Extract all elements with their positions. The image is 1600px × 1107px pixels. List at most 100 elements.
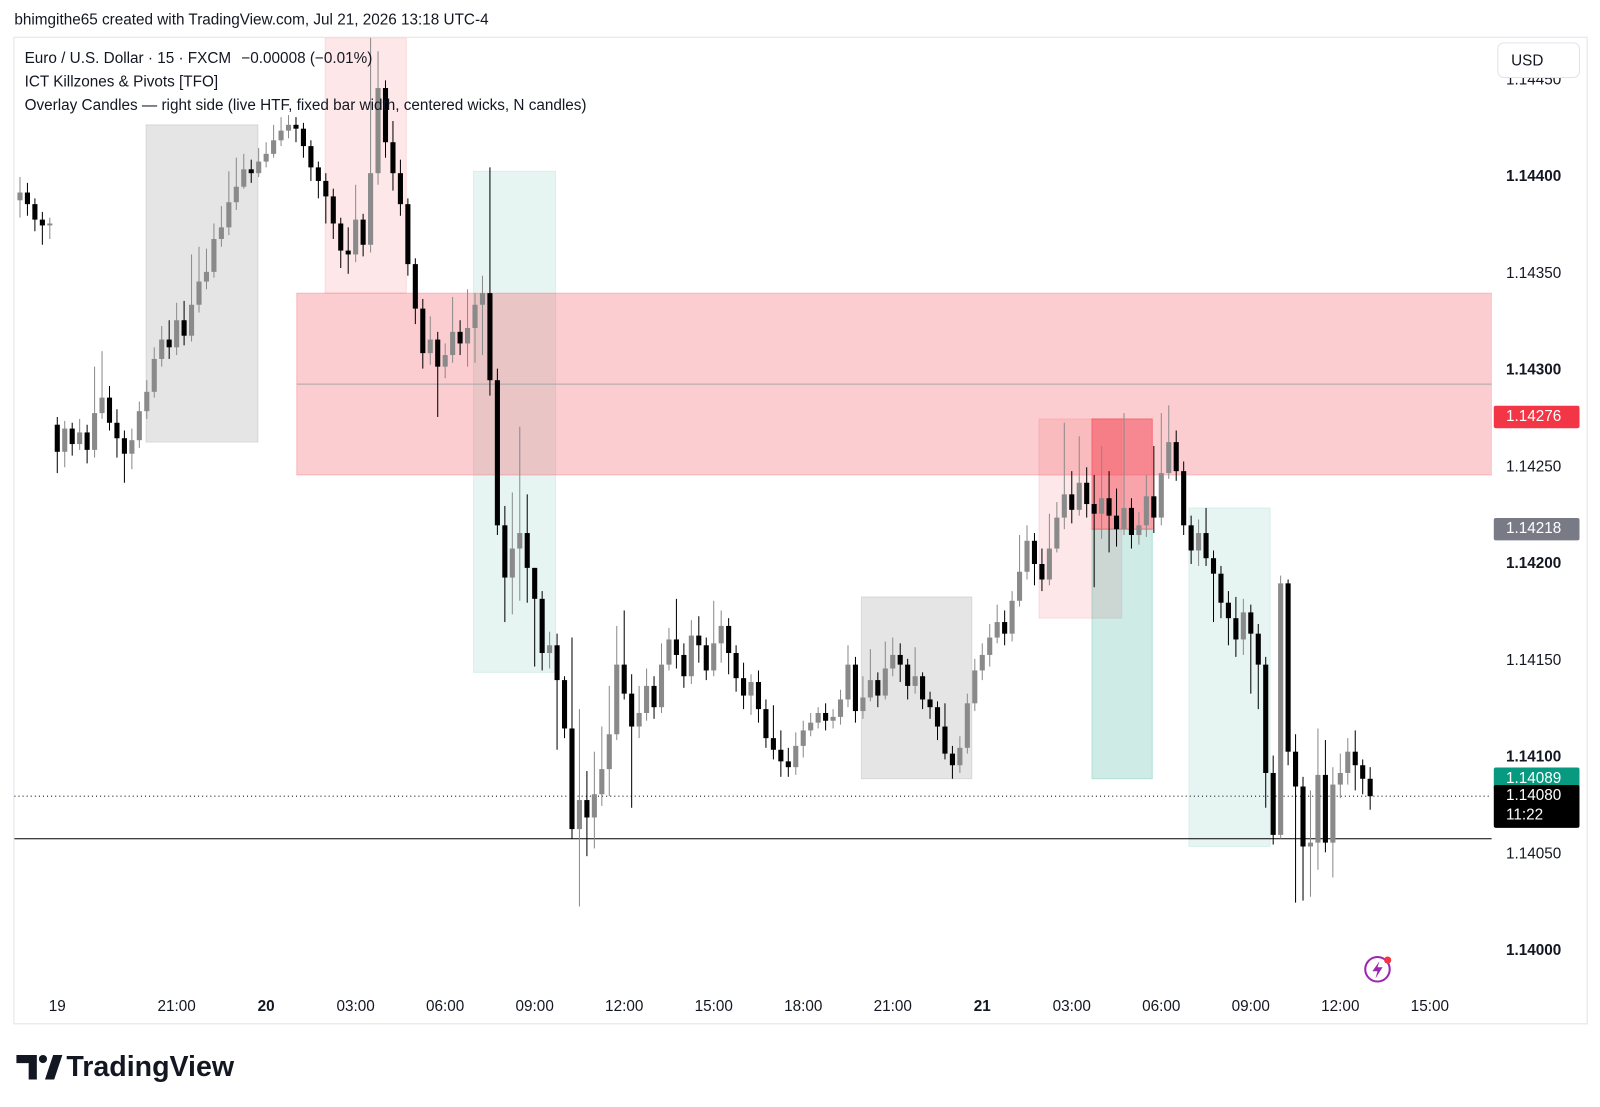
candle-body — [502, 525, 508, 578]
candle-body — [569, 728, 575, 830]
candle-body — [412, 264, 418, 309]
candle-body — [151, 358, 157, 392]
candle-body — [1188, 525, 1194, 551]
candle-body — [1345, 751, 1351, 773]
candle-body — [435, 339, 441, 367]
candle-body — [99, 397, 105, 414]
zone-box — [473, 170, 557, 673]
candle-body — [599, 769, 605, 795]
x-tick-label: 21:00 — [157, 998, 195, 1015]
candle-body — [457, 331, 463, 344]
candle-body — [554, 645, 560, 681]
candle-body — [890, 654, 896, 669]
candle-body — [1113, 515, 1120, 530]
candle-body — [1218, 573, 1224, 603]
currency-label[interactable]: USD — [1511, 52, 1543, 69]
x-tick-label: 09:00 — [1232, 998, 1270, 1015]
price-tag — [1493, 517, 1580, 541]
candle-body — [875, 680, 881, 696]
price-tag-label: 1.14276 — [1506, 408, 1561, 425]
x-tick-label: 15:00 — [695, 998, 733, 1015]
x-tick-label: 21:00 — [874, 998, 912, 1015]
candle-body — [852, 664, 859, 712]
candle-body — [1099, 498, 1105, 514]
legend-indicator: Overlay Candles — right side (live HTF, … — [25, 97, 587, 114]
candle-body — [308, 146, 314, 168]
x-tick-label: 12:00 — [1321, 998, 1359, 1015]
y-tick-label: 1.14200 — [1506, 555, 1561, 572]
x-tick-label: 09:00 — [516, 998, 554, 1015]
candle-body — [1270, 772, 1276, 835]
candle-body — [927, 699, 933, 708]
logo-mark — [38, 1054, 48, 1064]
candle-body — [92, 413, 98, 450]
candle-body — [964, 703, 970, 748]
x-tick-label: 06:00 — [426, 998, 464, 1015]
candle-body — [561, 680, 568, 729]
candle-body — [1330, 784, 1336, 843]
candle-body — [32, 204, 38, 220]
candle-body — [591, 794, 597, 818]
candle-body — [203, 271, 210, 282]
candle-body — [509, 548, 515, 578]
candle-body — [69, 428, 75, 445]
candle-body — [226, 202, 232, 228]
candle-body — [263, 153, 269, 162]
candle-body — [129, 440, 135, 454]
candle-body — [1307, 842, 1314, 847]
candle-body — [62, 428, 68, 452]
candle-body — [256, 161, 262, 174]
candle-body — [17, 192, 23, 201]
y-tick-label: 1.14000 — [1506, 942, 1561, 959]
candle-body — [629, 693, 635, 727]
x-tick-label: 20 — [258, 998, 275, 1015]
candle-body — [681, 654, 687, 677]
candle-body — [47, 223, 53, 226]
candle-body — [77, 432, 83, 445]
overlay: 1.14000 1.14050 1.14100 1.14150 1.14200 1.142… — [49, 71, 1580, 1015]
candle-body — [1278, 583, 1284, 835]
candle-body — [1002, 622, 1008, 634]
alert-dot[interactable] — [1384, 956, 1392, 964]
candle-body — [1173, 442, 1179, 472]
candle-body — [390, 142, 396, 174]
legend-indicator: ICT Killzones & Pivots [TFO] — [25, 74, 219, 91]
candle-body — [1106, 498, 1112, 516]
alert-bolt[interactable] — [1372, 961, 1383, 979]
zone-box — [1038, 418, 1123, 619]
alert-circle[interactable] — [1364, 955, 1391, 983]
candle-body — [382, 88, 389, 143]
candle-body — [1315, 774, 1321, 843]
candle-body — [666, 639, 672, 665]
candle-body — [882, 668, 888, 696]
candle-body — [196, 281, 202, 305]
alert-icon[interactable] — [1364, 955, 1392, 983]
candle-body — [1263, 664, 1269, 773]
price-tag — [1493, 784, 1580, 828]
candle-body — [703, 645, 709, 671]
x-tick-label: 18:00 — [784, 998, 822, 1015]
currency-button[interactable] — [1497, 42, 1581, 79]
candle-body — [823, 712, 829, 721]
candle-body — [1352, 751, 1358, 766]
candle-body — [1225, 602, 1231, 619]
candle-body — [360, 219, 366, 245]
candle-body — [539, 598, 545, 654]
candle-body — [159, 339, 165, 359]
y-tick-label: 1.14100 — [1506, 749, 1561, 766]
candle-body — [897, 654, 903, 665]
candle-body — [755, 682, 762, 710]
candle-body — [785, 761, 791, 768]
candle-body — [621, 664, 627, 694]
candle-body — [405, 204, 411, 265]
candle-body — [658, 664, 665, 708]
candle-body — [770, 738, 776, 750]
brand-name: TradingView — [66, 1051, 234, 1083]
candle-body — [733, 653, 739, 679]
candle-body — [248, 169, 254, 174]
candle-body — [1128, 507, 1135, 535]
candle-body — [517, 533, 523, 549]
candle-body — [494, 380, 500, 526]
candle-body — [450, 331, 456, 356]
candle-body — [315, 167, 321, 181]
